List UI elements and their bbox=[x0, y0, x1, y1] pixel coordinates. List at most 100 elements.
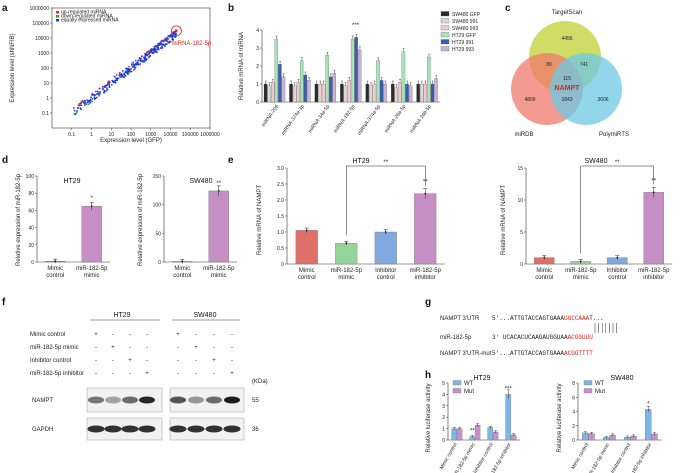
scatter-point bbox=[95, 96, 98, 99]
wb-mark: + bbox=[194, 345, 198, 351]
scatter-point bbox=[101, 88, 104, 91]
bar-panel-e: HT29 Relative mRNA of NAMPT 0 0.5 1.0 1.5 2.… bbox=[257, 158, 672, 281]
b-bar bbox=[329, 76, 333, 103]
bar bbox=[208, 190, 229, 263]
ytick-label: 100 bbox=[26, 174, 35, 180]
b-bar bbox=[430, 83, 435, 103]
scatter-point bbox=[174, 36, 176, 38]
e-ylabel-sw480: Relative mRNA of NAMPT bbox=[501, 185, 507, 255]
dot bbox=[579, 260, 582, 263]
luc-bar bbox=[456, 428, 463, 441]
scatter-point bbox=[78, 102, 81, 105]
scatter-point bbox=[149, 49, 152, 51]
legend-swatch bbox=[583, 388, 593, 394]
scatter-point bbox=[162, 43, 165, 46]
b-bar bbox=[271, 82, 275, 103]
scatter-point bbox=[161, 47, 164, 49]
b-bar bbox=[383, 83, 387, 103]
scatter-point bbox=[128, 65, 130, 68]
bar-panel-d: HT29 Relative expression of miR-182-5p 0… bbox=[16, 173, 237, 279]
b-legend-swatch bbox=[440, 11, 450, 17]
wb-group-sw480: SW480 bbox=[194, 312, 217, 319]
bar-panel-h: HT29 Relative luciferase activity 0 1 2 3 4 5… bbox=[426, 375, 662, 473]
b-ylabel: Relative mRNA of miRNA bbox=[239, 32, 245, 100]
ytick-label: 100 bbox=[153, 203, 162, 209]
bar bbox=[295, 230, 318, 265]
wb-mark: - bbox=[129, 371, 131, 377]
seq-utr-suffix: T... bbox=[589, 315, 603, 322]
category-label: miR-182-5p mimic bbox=[586, 442, 612, 473]
scatter-point bbox=[107, 80, 110, 82]
scatter-point bbox=[125, 70, 127, 73]
seq-utr-seed: UGCCAAA bbox=[564, 315, 590, 322]
seq-mut: 5'...ATTGTACCAGTGAAAACGGTTTT bbox=[492, 350, 593, 357]
significance-bracket bbox=[580, 165, 654, 254]
wb-band-gapdh bbox=[138, 425, 156, 433]
b-bar bbox=[365, 83, 370, 103]
b-category-label: miRNA-374a-5p bbox=[357, 104, 383, 137]
ytick-label: 40 bbox=[28, 226, 34, 232]
scatter-xtick-label: 100 bbox=[127, 132, 136, 138]
scatter-point bbox=[124, 74, 127, 77]
b-bar bbox=[303, 74, 308, 103]
scatter-point bbox=[154, 48, 157, 50]
b-legend-label: HT29 993 bbox=[452, 47, 474, 53]
wb-band-nampt bbox=[224, 396, 240, 404]
wb-band-gapdh bbox=[169, 425, 187, 433]
scatter-point bbox=[108, 86, 111, 89]
b-bar bbox=[408, 85, 413, 103]
bar bbox=[374, 231, 397, 265]
panel-label-c: c bbox=[505, 3, 511, 14]
scatter-point bbox=[149, 54, 152, 57]
wb-band-gapdh bbox=[104, 425, 122, 433]
scatter-point bbox=[80, 108, 82, 111]
dot bbox=[181, 260, 184, 263]
wb-row-label: Inhibitor control bbox=[30, 358, 71, 364]
ytick-label: 8 bbox=[572, 381, 575, 387]
scatter-point bbox=[115, 79, 118, 82]
b-legend-swatch bbox=[440, 39, 450, 45]
scatter-point bbox=[146, 54, 149, 57]
scatter-point bbox=[137, 62, 139, 65]
scatter-point bbox=[86, 99, 89, 102]
scatter-highlight-point bbox=[175, 29, 178, 33]
scatter-point bbox=[95, 93, 98, 96]
scatter-ylabel: Expression level (shNFIB) bbox=[10, 33, 16, 102]
legend-swatch-up bbox=[56, 11, 59, 14]
scatter-point bbox=[83, 102, 86, 104]
category-label: miR-182-5p bbox=[638, 268, 670, 274]
scatter-point bbox=[80, 104, 83, 107]
category-label: inhibitor bbox=[643, 275, 664, 281]
ytick-label: 1 bbox=[442, 427, 445, 433]
scatter-point bbox=[161, 45, 163, 48]
category-label: control bbox=[608, 275, 626, 281]
venn-panel-c: TargetScan miRDB PolymiRTS 4456 4809 360… bbox=[511, 10, 629, 138]
dot bbox=[543, 256, 546, 259]
seq-mir-prefix: 3' UCACACUCAAGAUGGUAA bbox=[492, 334, 568, 341]
scatter-point bbox=[127, 73, 129, 76]
category-label: control bbox=[46, 273, 64, 279]
b-legend-label: SW480 GFP bbox=[452, 12, 481, 18]
scatter-point bbox=[83, 104, 86, 106]
scatter-point bbox=[149, 51, 151, 54]
b-bar bbox=[321, 83, 326, 103]
scatter-point bbox=[75, 111, 78, 114]
scatter-point bbox=[152, 51, 155, 54]
category-label: Mimic control bbox=[439, 442, 459, 471]
legend-label: WT bbox=[595, 381, 605, 387]
scatter-point bbox=[155, 48, 158, 51]
scatter-point bbox=[85, 103, 88, 106]
wb-mark: + bbox=[111, 345, 115, 351]
scatter-point bbox=[72, 107, 75, 109]
scatter-ytick-label: 1 bbox=[46, 96, 49, 102]
scatter-point bbox=[80, 101, 83, 103]
category-label: Inhibitor bbox=[375, 268, 396, 274]
wb-band-nampt bbox=[188, 396, 204, 404]
scatter-point bbox=[144, 54, 147, 57]
dot bbox=[217, 190, 220, 192]
wb-band-kda-nampt: 55 bbox=[252, 398, 259, 404]
wb-row-label: miR-182-5p inhibitor bbox=[30, 371, 84, 377]
scatter-point bbox=[152, 47, 155, 50]
